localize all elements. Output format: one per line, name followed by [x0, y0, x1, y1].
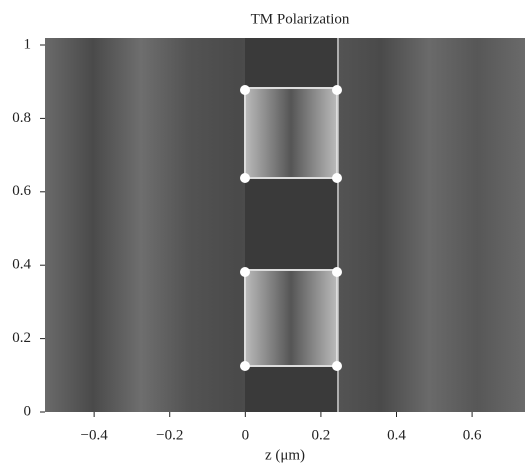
y-tick-label: 0.8: [12, 110, 31, 126]
x-tick-label: −0.2: [156, 427, 183, 443]
x-tick-label: −0.4: [81, 427, 109, 443]
y-tick-label: 1: [24, 36, 32, 52]
y-tick-label: 0.4: [12, 257, 31, 273]
y-tick-label: 0.6: [12, 183, 31, 199]
y-tick-label: 0.2: [12, 330, 31, 346]
x-tick-label: 0: [242, 427, 250, 443]
chart-title: TM Polarization: [251, 11, 350, 27]
x-tick-label: 0.4: [387, 427, 406, 443]
x-tick-label: 0.6: [463, 427, 482, 443]
y-tick-label: 0: [24, 403, 32, 419]
x-tick-label: 0.2: [312, 427, 331, 443]
x-axis-label: z (μm): [265, 447, 305, 463]
field-image: [45, 38, 525, 412]
